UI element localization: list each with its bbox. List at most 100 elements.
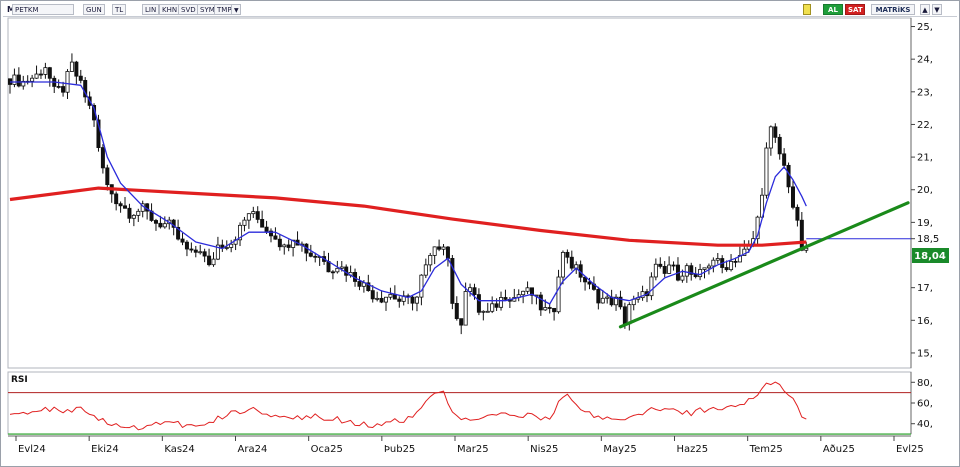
scale-lin-button[interactable]: LIN [142,4,160,15]
candle-body [472,287,477,295]
candle-body [375,297,380,300]
arrow-down-icon[interactable]: ▼ [932,4,942,15]
candle-body [543,307,548,311]
candle-body [587,281,592,285]
candle-body [600,297,605,304]
candle-body [684,265,689,277]
candle-body [432,246,437,256]
candle-body [176,226,181,240]
candle-body [583,276,588,283]
period-gun-button[interactable]: GUN [83,4,105,15]
candle-body [521,290,526,296]
date-tick-label: Eki24 [91,444,119,455]
symbol-field[interactable]: PETKM [12,4,74,15]
candle-body [667,264,672,274]
candle-body [671,264,676,267]
candle-body [729,260,734,271]
candle-body [12,74,17,85]
candle-body [357,281,362,287]
candle-body [450,257,455,304]
candle-body [565,251,570,258]
price-tick-label: 24, [917,55,933,66]
triangle-down-icon[interactable]: ▼ [231,4,241,15]
candle-body [596,289,601,304]
candle-body [538,294,543,311]
last-price-label: 18,04 [914,251,946,262]
candle-body [69,61,74,72]
candle-body [43,67,48,75]
candle-body [370,290,375,300]
candle-body [605,296,610,299]
chart-toolbar: M PETKM GUN TL LIN KHN SVD SYM TMP ▼ AL … [3,3,957,17]
candle-body [379,297,384,303]
candle-body [330,271,335,274]
rsi-tick-label: 80, [917,378,933,389]
price-tick-label: 15, [917,348,933,359]
candle-body [525,287,530,292]
candle-body [47,67,52,79]
candle-body [30,77,35,82]
candle-body [136,210,141,216]
buy-al-button[interactable]: AL [823,4,843,15]
candle-body [286,244,291,248]
candle-body [264,226,269,232]
candle-body [162,223,167,228]
candle-body [189,248,194,251]
rsi-tick-label: 60, [917,399,933,410]
candle-body [34,73,39,79]
candle-body [193,249,198,253]
candle-body [782,153,787,166]
candle-body [105,167,110,186]
candle-body [715,258,720,261]
candle-body [649,276,654,297]
support-trendline[interactable] [618,201,910,329]
rsi-tick-label: 40, [917,419,933,430]
rsi-title: RSI [11,375,28,385]
price-tick-label: 19, [917,218,933,229]
candle-body [326,261,331,273]
date-tick-label: Mar25 [457,444,489,455]
date-tick-label: May25 [603,444,636,455]
date-tick-label: Oca25 [311,444,343,455]
candle-body [499,297,504,308]
candle-body [215,244,220,260]
candle-body [419,274,424,298]
arrow-up-icon[interactable]: ▲ [920,4,930,15]
candle-body [255,211,260,220]
candle-body [556,276,561,313]
brand-matriks: MATRiKS [871,4,915,15]
candle-body [118,203,123,207]
candle-body [481,310,486,313]
long-moving-average-line [9,186,807,247]
candle-body [114,193,119,205]
candle-body [384,296,389,303]
pencil-icon[interactable] [803,4,811,15]
candle-body [158,222,163,228]
sell-sat-button[interactable]: SAT [845,4,865,15]
date-tick-label: Tem25 [749,444,783,455]
candle-body [260,219,265,228]
candle-body [273,235,278,240]
menu-m-button[interactable]: M [7,5,15,14]
candle-body [454,303,459,320]
candle-body [622,306,627,325]
candle-body [773,126,778,138]
candle-body [74,61,79,77]
candle-body [689,265,694,275]
candle-body [485,310,490,313]
candle-body [410,296,415,304]
price-tick-label: 16, [917,316,933,327]
candle-body [658,263,663,267]
candle-body [238,224,243,241]
date-tick-label: Nis25 [530,444,558,455]
candle-body [662,266,667,274]
price-panel-frame [7,17,912,369]
candle-body [711,259,716,267]
currency-tl-button[interactable]: TL [112,4,127,15]
candle-body [423,264,428,276]
candle-body [308,252,313,257]
candle-body [764,147,769,196]
candle-body [614,296,619,306]
candle-body [698,269,703,278]
